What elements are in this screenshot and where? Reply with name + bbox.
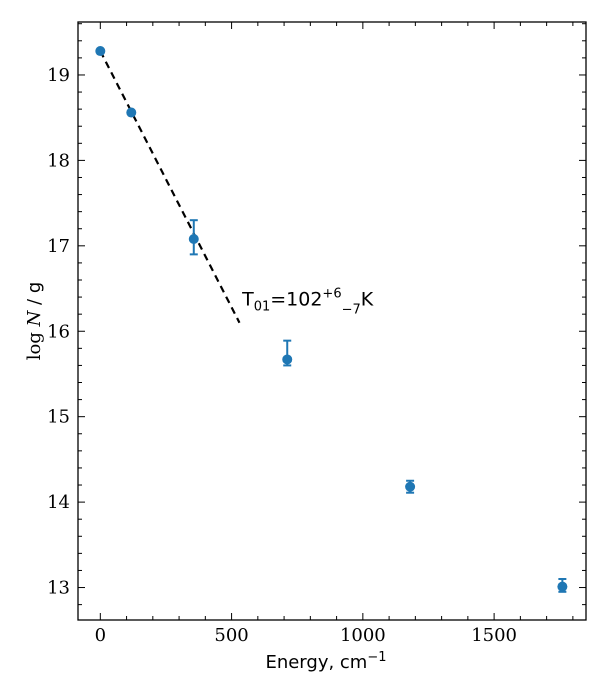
data-point	[557, 581, 568, 592]
x-axis-label: Energy, cm−1	[265, 650, 386, 673]
plot-frame	[77, 21, 587, 621]
y-tick-label: 18	[47, 150, 70, 171]
y-axis-label: log N / g	[24, 282, 45, 361]
y-tick-label: 17	[47, 236, 70, 257]
y-tick-label: 16	[47, 321, 70, 342]
fit-line	[99, 50, 241, 324]
y-tick-label: 15	[47, 407, 70, 428]
data-point	[95, 46, 106, 57]
data-point	[126, 107, 137, 118]
data-point	[405, 481, 416, 492]
y-tick-label: 14	[47, 492, 70, 513]
tick-labels: 0 500 1000 1500 13 14 15 16 17 18 19	[47, 65, 517, 646]
error-bars	[189, 219, 567, 593]
data-point	[282, 354, 293, 365]
x-tick-label: 500	[214, 625, 248, 646]
data-points	[95, 46, 568, 592]
temperature-annotation: T01=102+6−7K	[241, 287, 374, 318]
y-tick-label: 19	[47, 65, 70, 86]
axis-ticks	[78, 22, 586, 620]
data-point	[188, 233, 199, 244]
x-tick-label: 1500	[471, 625, 517, 646]
x-tick-label: 0	[95, 625, 106, 646]
y-tick-label: 13	[47, 578, 70, 599]
x-tick-label: 1000	[340, 625, 386, 646]
